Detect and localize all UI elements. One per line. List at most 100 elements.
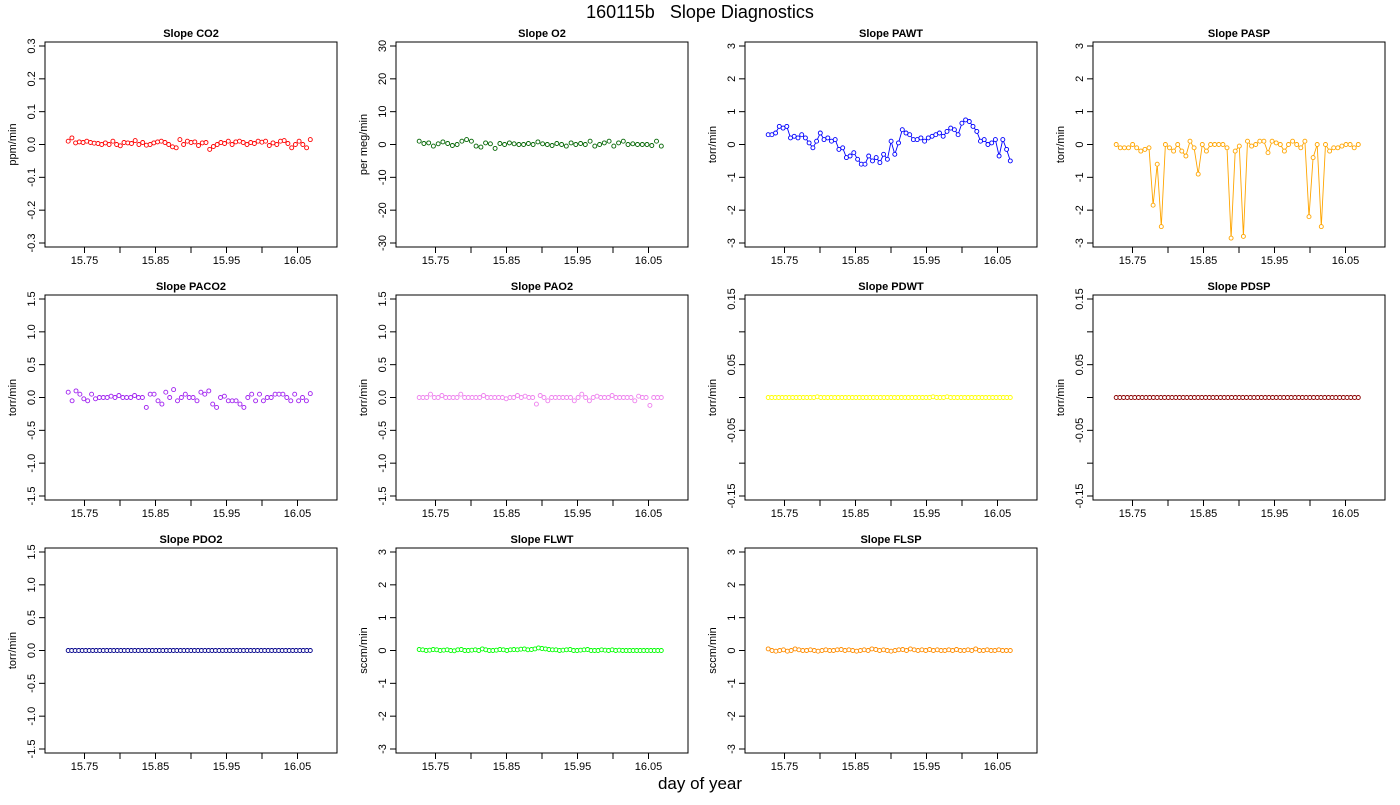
data-point (888, 648, 894, 654)
data-point (930, 648, 936, 653)
data-point (167, 395, 173, 400)
x-tick-label: 15.85 (493, 508, 521, 520)
data-point (260, 398, 266, 404)
data-point (579, 391, 585, 397)
data-point (445, 141, 451, 146)
data-point (1261, 138, 1267, 144)
x-tick-label: 16.05 (984, 761, 1012, 773)
data-point (249, 391, 255, 397)
data-point (1220, 142, 1226, 147)
data-point (587, 138, 593, 144)
x-tick-label: 15.75 (71, 255, 99, 267)
data-point (1154, 161, 1160, 167)
data-point (281, 138, 287, 144)
data-point (263, 138, 269, 144)
data-point (628, 395, 634, 400)
data-point (535, 139, 541, 145)
data-point (132, 393, 138, 398)
data-point (1277, 142, 1283, 147)
data-point (815, 648, 821, 654)
data-point (253, 398, 259, 404)
data-point (821, 137, 827, 143)
x-tick-label: 15.85 (493, 255, 521, 267)
data-point (658, 395, 664, 400)
data-point (635, 142, 640, 147)
y-axis-label: torr/min (7, 632, 19, 669)
data-point (549, 143, 555, 148)
x-tick-label: 16.05 (984, 255, 1012, 267)
data-point (1327, 148, 1333, 154)
y-tick-label: 0.15 (726, 288, 738, 309)
data-point (776, 123, 782, 129)
y-tick-label: 0.0 (26, 137, 38, 152)
data-point (573, 142, 579, 147)
data-point (773, 648, 779, 654)
data-point (175, 398, 180, 404)
data-point (632, 398, 638, 404)
x-tick-label: 15.85 (142, 508, 170, 520)
y-tick-label: 1.0 (377, 324, 389, 339)
data-point (892, 151, 898, 157)
y-tick-label: 0 (726, 647, 738, 653)
data-point (1126, 145, 1131, 151)
data-point (530, 142, 536, 147)
y-tick-label: -0.5 (26, 674, 38, 693)
data-point (502, 142, 508, 147)
data-point (181, 142, 187, 147)
y-tick-label: 2 (1074, 76, 1086, 82)
x-tick-label: 16.05 (635, 255, 663, 267)
data-point (817, 130, 823, 136)
data-point (440, 139, 446, 145)
data-point (643, 395, 649, 400)
y-tick-label: 1 (726, 615, 738, 621)
data-point (907, 646, 913, 652)
y-axis-label: torr/min (358, 379, 370, 416)
data-point (292, 391, 298, 397)
data-point (100, 395, 106, 400)
y-tick-label: -1 (1074, 172, 1086, 182)
data-point (288, 398, 294, 404)
y-tick-label: -3 (726, 744, 738, 754)
data-point (76, 139, 82, 145)
data-point (1113, 142, 1119, 147)
data-point (530, 395, 536, 400)
data-point (819, 648, 825, 653)
data-point (289, 145, 295, 151)
data-point (1335, 145, 1341, 151)
y-tick-label: -10 (377, 169, 389, 185)
data-point (888, 138, 894, 144)
panel-5: Slope PACO2 15.75 15.85 15.95 16.05 -1.5 -1.0 -… (7, 281, 338, 520)
y-tick-label: 1.0 (26, 577, 38, 592)
y-tick-label: -1 (726, 172, 738, 182)
y-axis-label: per meg/min (358, 114, 370, 175)
data-point (877, 648, 883, 653)
data-point (969, 648, 975, 653)
data-point (1216, 142, 1222, 147)
x-tick-label: 16.05 (1332, 508, 1360, 520)
data-point (192, 139, 198, 145)
x-tick-label: 15.85 (842, 255, 870, 267)
data-point (307, 137, 313, 143)
data-point (285, 141, 291, 146)
y-axis-label: torr/min (707, 379, 719, 416)
y-tick-label: -20 (377, 202, 389, 218)
panel-title: Slope FLSP (860, 534, 921, 546)
data-point (1273, 140, 1279, 146)
x-tick-label: 15.75 (71, 761, 99, 773)
y-tick-label: -0.1 (26, 168, 38, 187)
data-point (478, 144, 484, 150)
y-axis-label: sccm/min (707, 627, 719, 673)
data-point (834, 647, 840, 653)
data-point (965, 647, 971, 653)
data-point (857, 648, 863, 653)
panel-title: Slope PASP (1208, 28, 1270, 40)
data-point (582, 142, 588, 147)
data-point (186, 395, 192, 400)
data-point (1290, 138, 1296, 144)
data-point (506, 140, 512, 146)
data-point (96, 395, 102, 400)
data-point (1007, 158, 1013, 164)
panel-10: Slope FLWT 15.75 15.85 15.95 16.05 -3 -2 -1 0 1 2 3… (358, 534, 689, 773)
data-point (229, 398, 235, 404)
data-point (630, 141, 636, 147)
